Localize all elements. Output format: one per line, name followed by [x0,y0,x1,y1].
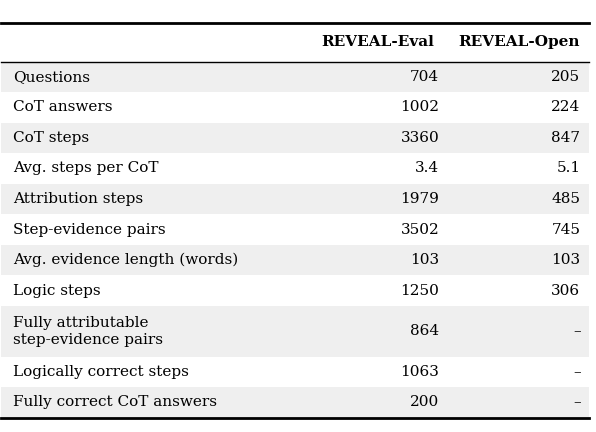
Text: 3360: 3360 [401,131,439,145]
Text: Fully attributable
step-evidence pairs: Fully attributable step-evidence pairs [13,316,163,347]
Bar [1,23,589,62]
Bar [1,387,589,418]
Text: –: – [573,395,581,410]
Text: 103: 103 [410,253,439,267]
Text: 3502: 3502 [401,222,439,237]
Text: Step-evidence pairs: Step-evidence pairs [13,222,166,237]
Text: 5.1: 5.1 [556,162,581,175]
Text: Questions: Questions [13,70,90,84]
Text: 103: 103 [551,253,581,267]
Text: REVEAL-Eval: REVEAL-Eval [321,35,434,49]
Text: –: – [573,324,581,338]
Text: 485: 485 [551,192,581,206]
Text: 745: 745 [551,222,581,237]
Bar [1,214,589,245]
Bar [1,357,589,387]
Text: 1063: 1063 [401,365,439,379]
Text: 1250: 1250 [401,284,439,298]
Text: 1979: 1979 [401,192,439,206]
Text: 864: 864 [410,324,439,338]
Text: Avg. evidence length (words): Avg. evidence length (words) [13,253,238,267]
Bar [1,306,589,357]
Bar [1,245,589,275]
Bar [1,184,589,214]
Text: –: – [573,365,581,379]
Text: 1002: 1002 [401,100,439,114]
Text: Logically correct steps: Logically correct steps [13,365,189,379]
Text: Fully correct CoT answers: Fully correct CoT answers [13,395,217,410]
Text: 306: 306 [551,284,581,298]
Text: 704: 704 [410,70,439,84]
Text: CoT steps: CoT steps [13,131,89,145]
Bar [1,92,589,123]
Text: Attribution steps: Attribution steps [13,192,143,206]
Text: Logic steps: Logic steps [13,284,101,298]
Text: CoT answers: CoT answers [13,100,113,114]
Bar [1,123,589,153]
Text: 205: 205 [551,70,581,84]
Text: Avg. steps per CoT: Avg. steps per CoT [13,162,159,175]
Text: 3.4: 3.4 [415,162,439,175]
Bar [1,275,589,306]
Text: REVEAL-Open: REVEAL-Open [458,35,579,49]
Text: 847: 847 [551,131,581,145]
Bar [1,153,589,184]
Text: 224: 224 [551,100,581,114]
Text: 200: 200 [410,395,439,410]
Bar [1,62,589,92]
